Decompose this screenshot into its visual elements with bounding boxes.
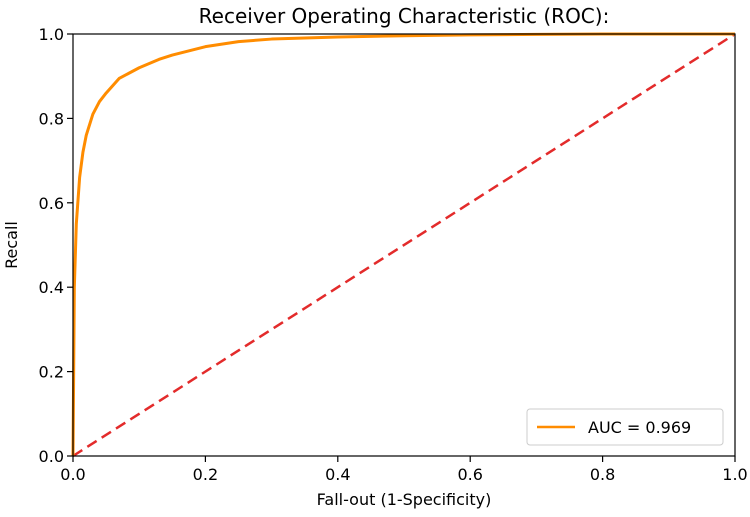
axis-ticks: 0.0 0.2 0.4 0.6 0.8 1.0 0.0 0.2 0.4 0.6 0.8 1.0 xyxy=(39,25,748,484)
x-tick-label: 0.0 xyxy=(60,465,85,484)
y-tick-label: 0.0 xyxy=(39,447,64,466)
y-tick-label: 1.0 xyxy=(39,25,64,44)
y-tick-label: 0.2 xyxy=(39,363,64,382)
chance-diagonal-line xyxy=(72,32,736,458)
y-axis-label: Recall xyxy=(2,221,21,269)
legend-box xyxy=(526,408,724,446)
plot-frame xyxy=(72,33,736,457)
chart-title: Receiver Operating Characteristic (ROC): xyxy=(199,4,610,28)
legend-label: AUC = 0.969 xyxy=(588,418,691,437)
x-tick-label: 0.2 xyxy=(193,465,218,484)
y-tick-label: 0.6 xyxy=(39,194,64,213)
x-tick-label: 0.4 xyxy=(325,465,350,484)
roc-curve-line xyxy=(71,32,735,457)
x-axis-label: Fall-out (1-Specificity) xyxy=(317,490,492,509)
y-tick-label: 0.8 xyxy=(39,109,64,128)
legend: AUC = 0.969 xyxy=(526,408,724,446)
y-tick-label: 0.4 xyxy=(39,278,64,297)
x-tick-label: 1.0 xyxy=(722,465,747,484)
x-tick-label: 0.8 xyxy=(590,465,615,484)
plot-area xyxy=(71,32,736,458)
x-tick-label: 0.6 xyxy=(457,465,482,484)
